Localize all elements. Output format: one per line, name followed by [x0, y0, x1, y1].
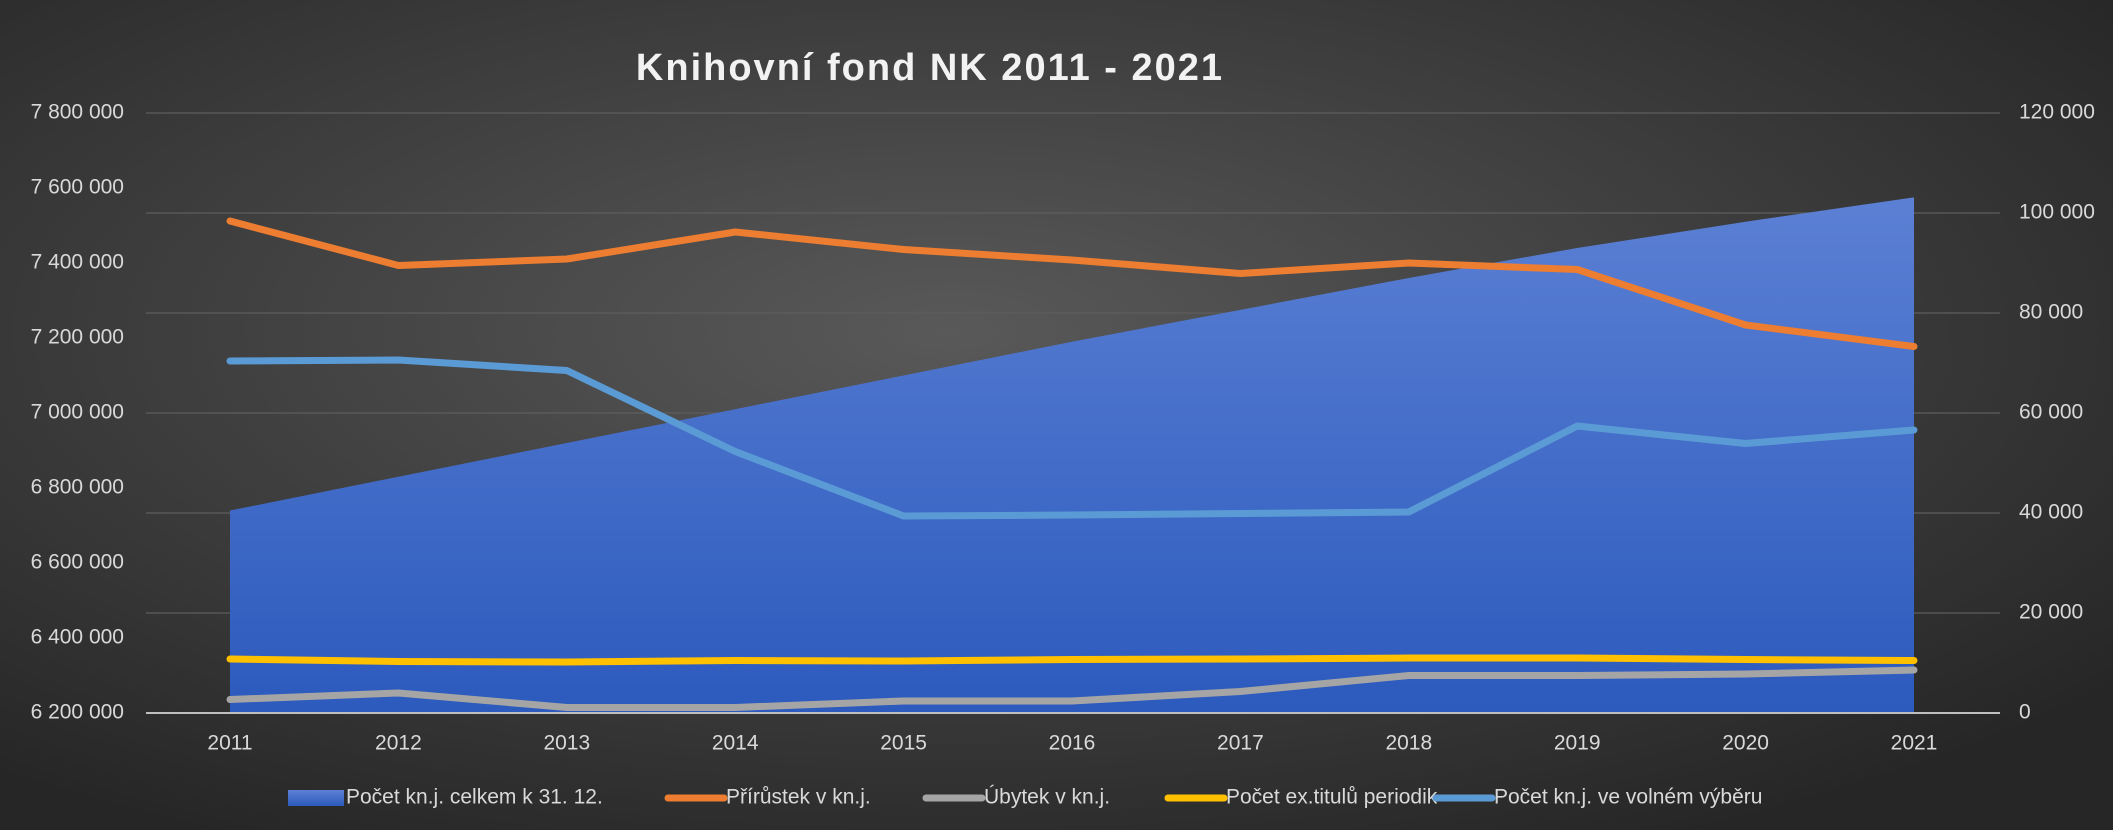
- legend-swatch: [288, 790, 344, 806]
- x-tick-label: 2016: [1049, 732, 1096, 755]
- y2-tick-label: 60 000: [2019, 401, 2083, 424]
- line: [226, 654, 1918, 666]
- y2-tick-label: 120 000: [2019, 101, 2095, 124]
- y-tick-label: 7 000 000: [31, 401, 124, 424]
- y-tick-label: 6 400 000: [31, 626, 124, 649]
- x-tick-label: 2021: [1891, 732, 1938, 755]
- y-tick-label: 7 400 000: [31, 251, 124, 274]
- legend-label: Počet kn.j. celkem k 31. 12.: [346, 786, 603, 809]
- x-tick-label: 2018: [1385, 732, 1432, 755]
- x-tick-label: 2020: [1722, 732, 1769, 755]
- area: [230, 197, 1914, 713]
- line: [226, 356, 1918, 520]
- x-tick-label: 2011: [207, 732, 252, 755]
- legend-label: Úbytek v kn.j.: [984, 786, 1110, 809]
- y-tick-label: 7 800 000: [31, 101, 124, 124]
- legend-label: Počet kn.j. ve volném výběru: [1494, 786, 1762, 809]
- x-tick-label: 2015: [880, 732, 927, 755]
- y2-tick-label: 0: [2019, 701, 2031, 724]
- legend-label: Přírůstek v kn.j.: [726, 786, 871, 809]
- chart-title: Knihovní fond NK 2011 - 2021: [636, 47, 1224, 89]
- y2-tick-label: 20 000: [2019, 601, 2083, 624]
- y-tick-label: 7 200 000: [31, 326, 124, 349]
- x-tick-label: 2017: [1217, 732, 1264, 755]
- y-tick-label: 6 800 000: [31, 476, 124, 499]
- y-tick-label: 6 200 000: [31, 701, 124, 724]
- x-tick-label: 2019: [1554, 732, 1601, 755]
- x-tick-label: 2013: [543, 732, 590, 755]
- y2-tick-label: 100 000: [2019, 201, 2095, 224]
- x-tick-label: 2014: [712, 732, 759, 755]
- line: [226, 666, 1918, 711]
- legend-label: Počet ex.titulů periodik: [1226, 786, 1438, 809]
- x-tick-label: 2012: [375, 732, 422, 755]
- y-tick-label: 6 600 000: [31, 551, 124, 574]
- line: [226, 217, 1918, 350]
- y-tick-label: 7 600 000: [31, 176, 124, 199]
- y2-tick-label: 80 000: [2019, 301, 2083, 324]
- y2-tick-label: 40 000: [2019, 501, 2083, 524]
